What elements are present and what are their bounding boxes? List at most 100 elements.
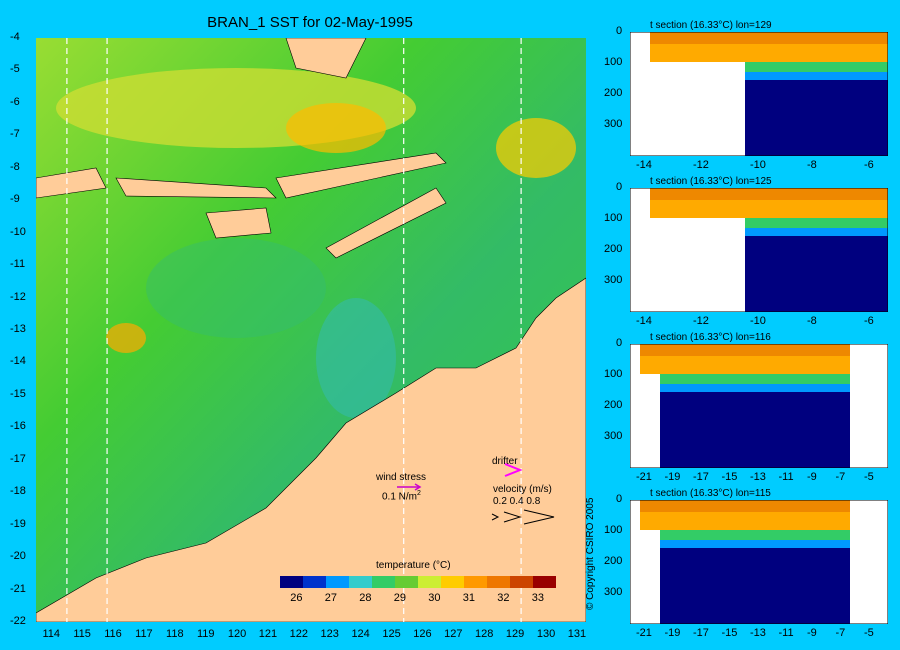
lat-axis-tick-label: -8 (807, 315, 817, 327)
lon-tick-label: 130 (536, 628, 556, 640)
lon-tick-label: 121 (258, 628, 278, 640)
depth-tick-label: 200 (604, 399, 623, 411)
lat-tick-label: -21 (10, 582, 26, 595)
lat-tick-label: -6 (10, 95, 20, 108)
colorbar-tick-label: 33 (531, 592, 544, 604)
lat-axis-tick-label: -14 (636, 315, 652, 327)
land-australia (36, 277, 586, 622)
lon-tick-label: 126 (413, 628, 432, 640)
lat-axis-tick-label: -10 (750, 159, 766, 171)
lat-axis-tick-label: -9 (807, 627, 817, 639)
lat-tick-label: -20 (10, 550, 26, 563)
depth-tick-label: 100 (604, 368, 623, 380)
colorbar-tick-label: 26 (290, 592, 303, 604)
lat-axis-tick-label: -13 (750, 471, 766, 483)
colorbar-label: temperature (°C) (376, 560, 451, 571)
land-timor (325, 187, 447, 259)
lat-tick-label: -12 (10, 290, 26, 303)
colorbar-swatch (487, 576, 511, 588)
lat-axis-tick-label: -7 (835, 627, 846, 639)
section-lines (66, 38, 522, 622)
colorbar-swatch (395, 576, 419, 588)
wind-stress-label: wind stress (376, 472, 427, 483)
lon-tick-label: 128 (475, 628, 494, 640)
lat-tick-label: -18 (10, 485, 26, 498)
lat-tick-label: -11 (10, 258, 26, 271)
lat-axis-tick-label: -9 (807, 471, 817, 483)
depth-tick-label: 300 (604, 430, 623, 442)
lat-axis-tick-label: -12 (693, 159, 709, 171)
lon-tick-label: 120 (227, 628, 247, 640)
warm-patch (286, 103, 386, 153)
map-title: BRAN_1 SST for 02-May-1995 (207, 14, 413, 31)
land-north (285, 38, 367, 79)
drifter-arrow-icon (504, 463, 523, 477)
colorbar-swatch (349, 576, 373, 588)
lat-axis-tick-label: -7 (835, 471, 846, 483)
depth-tick-label: 0 (616, 337, 623, 349)
lon-tick-label: 122 (289, 628, 308, 640)
lat-tick-label: -5 (10, 63, 20, 76)
velocity-label: velocity (m/s) (493, 484, 552, 495)
lat-axis-tick-label: -11 (778, 471, 794, 483)
lat-axis-tick-label: -15 (721, 627, 738, 639)
lat-tick-label: -17 (10, 452, 26, 465)
lat-axis-tick-label: -8 (807, 159, 817, 171)
depth-tick-label: 200 (604, 87, 623, 99)
lon-tick-label: 116 (104, 628, 122, 640)
lat-axis-tick-label: -10 (750, 315, 766, 327)
section-title: t section (16.33°C) lon=129 (650, 20, 772, 31)
lat-axis-tick-label: -6 (864, 159, 874, 171)
lat-axis-tick-label: -5 (864, 627, 874, 639)
depth-tick-label: 300 (604, 118, 623, 130)
depth-tick-label: 100 (604, 212, 623, 224)
section-title: t section (16.33°C) lon=125 (650, 176, 772, 187)
lat-axis-tick-label: -14 (636, 159, 652, 171)
sst-map (36, 38, 586, 622)
lat-tick-label: -22 (10, 615, 26, 627)
colorbar-swatch (464, 576, 488, 588)
lon-tick-label: 117 (135, 628, 153, 640)
lat-axis-tick-label: -21 (636, 471, 652, 483)
lat-axis-tick-label: -19 (664, 627, 681, 639)
colorbar-tick-label: 32 (497, 592, 510, 604)
wind-arrow-icon (397, 483, 422, 491)
depth-tick-label: 300 (604, 586, 623, 598)
land-sumba (205, 207, 272, 239)
wind-stress-scale: 0.1 N/m2 (382, 490, 421, 503)
velocity-values: 0.2 0.4 0.8 (493, 496, 541, 507)
depth-tick-label: 100 (604, 56, 623, 68)
colorbar-tick-label: 28 (359, 592, 372, 604)
section-plot (630, 500, 888, 624)
depth-tick-label: 0 (616, 493, 623, 505)
warm-patch (496, 118, 576, 178)
lat-tick-label: -13 (10, 323, 26, 335)
depth-tick-label: 0 (616, 181, 623, 193)
depth-tick-label: 100 (604, 524, 623, 536)
lat-axis-tick-label: -11 (778, 627, 794, 639)
lat-tick-label: -4 (10, 31, 20, 43)
lon-tick-label: 118 (166, 628, 184, 640)
colorbar-swatch (441, 576, 465, 588)
lon-tick-label: 127 (444, 628, 463, 640)
depth-tick-label: 200 (604, 555, 623, 567)
lon-tick-label: 115 (73, 628, 91, 640)
lon-tick-label: 119 (196, 628, 215, 640)
lon-tick-label: 131 (567, 628, 587, 640)
warm-patch (106, 323, 146, 353)
lat-tick-label: -19 (10, 517, 26, 530)
lat-axis-tick-label: -15 (721, 471, 738, 483)
depth-tick-label: 300 (604, 274, 623, 286)
colorbar-swatch (303, 576, 327, 588)
section-plot (630, 188, 888, 312)
land-nusa-tenggara (115, 177, 277, 199)
colorbar-swatch (533, 576, 556, 588)
lon-tick-label: 123 (320, 628, 339, 640)
lat-axis-tick-label: -21 (636, 627, 652, 639)
lat-axis-tick-label: -17 (693, 627, 709, 639)
colorbar-tick-label: 27 (324, 592, 337, 604)
land-flores (275, 152, 447, 199)
lon-tick-label: 125 (382, 628, 401, 640)
cool-patch (146, 238, 326, 338)
lat-axis-tick-label: -5 (864, 471, 874, 483)
